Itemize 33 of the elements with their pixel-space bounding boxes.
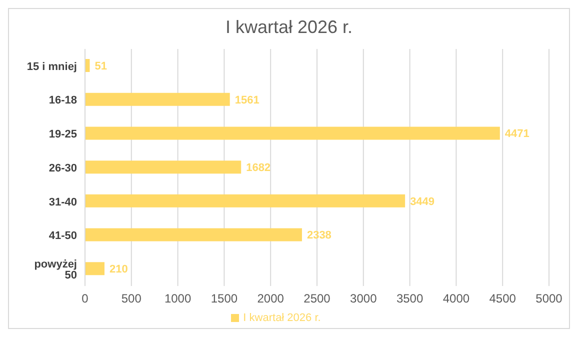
- y-tick-label: 41-50: [48, 230, 77, 242]
- data-label: 3449: [410, 196, 435, 208]
- bar: [85, 126, 500, 140]
- chart-title: I kwartał 2026 r.: [224, 17, 354, 39]
- x-tick-label: 500: [121, 292, 142, 306]
- x-tick-label: 1000: [164, 292, 192, 306]
- y-tick-label: 26-30: [48, 162, 77, 174]
- data-label: 4471: [504, 128, 530, 140]
- bar: [85, 262, 104, 276]
- bar: [85, 160, 242, 174]
- data-label: 1561: [234, 94, 260, 106]
- y-tick-label: 31-40: [48, 196, 77, 208]
- x-tick-label: 3000: [350, 292, 378, 306]
- bar: [85, 92, 230, 106]
- x-tick-label: 1500: [210, 292, 238, 306]
- x-tick-label: 2000: [257, 292, 284, 306]
- y-tick-label: 19-25: [48, 128, 77, 141]
- bar: [85, 228, 302, 242]
- data-label: 1682: [246, 162, 271, 174]
- bar: [85, 194, 406, 208]
- y-tick-label: powyżej 50: [34, 258, 77, 282]
- x-tick-label: 4000: [442, 292, 470, 306]
- x-tick-label: 3500: [396, 292, 424, 306]
- x-tick-label: 5000: [536, 292, 563, 306]
- data-label: 210: [109, 264, 128, 276]
- data-label: 51: [94, 60, 107, 72]
- x-tick-label: 2500: [304, 292, 331, 306]
- data-label: 2338: [306, 230, 332, 242]
- x-tick-label: 4500: [489, 292, 516, 306]
- y-tick-label: 16-18: [48, 94, 77, 107]
- legend-label: I kwartał 2026 r.: [243, 312, 321, 324]
- x-tick-label: 0: [82, 292, 89, 306]
- y-tick-label: 15 i mniej: [26, 60, 77, 73]
